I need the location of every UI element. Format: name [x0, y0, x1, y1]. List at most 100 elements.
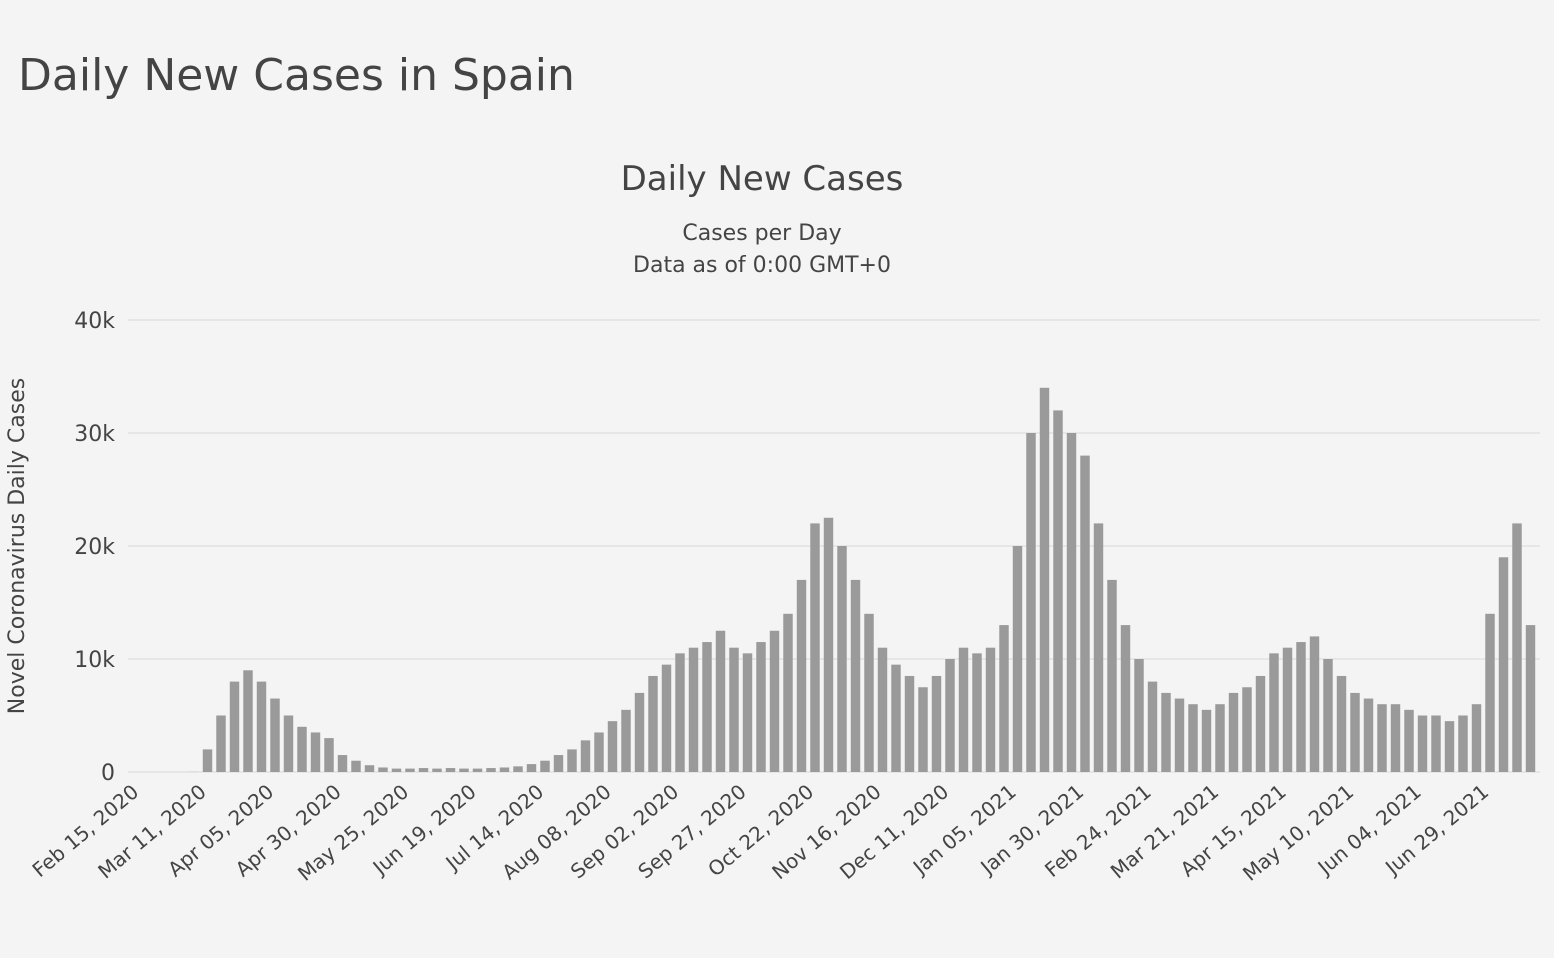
chart-note: Data as of 0:00 GMT+0	[633, 253, 891, 278]
bar	[378, 767, 388, 772]
bar	[445, 768, 456, 772]
bar	[243, 670, 253, 772]
bar	[756, 642, 766, 772]
bar	[567, 749, 577, 772]
bar	[648, 675, 658, 772]
bar	[837, 546, 847, 772]
bar	[1012, 546, 1023, 772]
bar	[513, 766, 523, 772]
bar	[607, 721, 618, 772]
bar	[1296, 642, 1306, 772]
bar	[1323, 659, 1333, 772]
bar	[526, 764, 537, 772]
bar	[459, 768, 469, 772]
bar	[216, 715, 226, 772]
bar	[1066, 433, 1077, 772]
bar	[1363, 698, 1374, 772]
bar	[472, 768, 483, 772]
bar	[1228, 692, 1239, 772]
chart-title: Daily New Cases	[621, 159, 904, 199]
bar	[877, 647, 888, 772]
bar	[1120, 625, 1131, 772]
bar	[783, 613, 793, 772]
bar	[810, 523, 820, 772]
bar	[864, 613, 874, 772]
bar	[202, 749, 213, 772]
bar	[391, 768, 402, 772]
bar	[1255, 675, 1266, 772]
page-title: Daily New Cases in Spain	[18, 50, 575, 101]
bar	[1512, 523, 1522, 772]
y-axis-title: Novel Coronavirus Daily Cases	[5, 378, 30, 714]
bar	[702, 642, 712, 772]
y-tick-label: 10k	[74, 648, 115, 673]
bar	[1201, 709, 1212, 772]
bar	[1282, 647, 1293, 772]
bar	[1498, 557, 1509, 772]
bar	[499, 767, 510, 772]
bar	[1053, 410, 1063, 772]
bar	[337, 755, 348, 772]
bar	[297, 726, 307, 772]
bar	[904, 675, 915, 772]
bar	[823, 517, 834, 772]
bar	[364, 765, 375, 772]
bar	[675, 653, 685, 772]
bar	[1336, 675, 1347, 772]
bar	[1485, 613, 1495, 772]
bar	[324, 738, 334, 772]
bar	[985, 647, 996, 772]
y-tick-label: 20k	[74, 535, 115, 560]
bar	[742, 653, 753, 772]
bar	[1431, 715, 1441, 772]
chart-subtitle: Cases per Day	[682, 221, 841, 246]
bar	[432, 768, 442, 772]
bar	[1404, 709, 1414, 772]
bar	[661, 664, 672, 772]
bar	[1188, 704, 1198, 772]
bar	[1458, 715, 1468, 772]
bar	[1390, 704, 1401, 772]
bar	[1350, 692, 1360, 772]
bar	[715, 630, 726, 772]
bar	[918, 687, 928, 772]
bar	[931, 675, 942, 772]
bar	[1269, 653, 1279, 772]
bar	[999, 625, 1009, 772]
bar	[1039, 387, 1050, 772]
bar	[283, 715, 294, 772]
bar	[1080, 455, 1090, 772]
bar	[1242, 687, 1252, 772]
y-tick-label: 30k	[74, 422, 115, 447]
bar	[945, 659, 955, 772]
bar	[418, 768, 429, 772]
bar	[1093, 523, 1104, 772]
y-tick-label: 0	[101, 761, 115, 786]
bar	[405, 768, 415, 772]
bar	[310, 732, 321, 772]
bar	[1471, 704, 1482, 772]
bar	[972, 653, 982, 772]
bar	[229, 681, 240, 772]
bar	[1107, 579, 1117, 772]
bar	[688, 647, 699, 772]
bar	[634, 692, 645, 772]
bar	[270, 698, 280, 772]
bar	[1174, 698, 1185, 772]
bar	[1134, 659, 1144, 772]
bar	[1525, 625, 1536, 772]
bar	[1309, 636, 1320, 772]
bar	[1161, 692, 1171, 772]
bar	[729, 647, 739, 772]
bar	[580, 740, 591, 772]
bar	[796, 579, 807, 772]
bar	[769, 630, 780, 772]
bar	[891, 664, 901, 772]
bar	[1444, 721, 1455, 772]
bar	[621, 709, 631, 772]
bar	[850, 579, 861, 772]
bar	[1026, 433, 1036, 772]
bar	[486, 768, 496, 772]
